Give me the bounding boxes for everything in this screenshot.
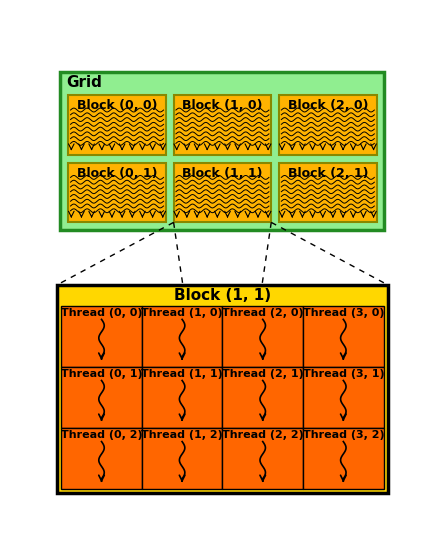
Text: Block (1, 0): Block (1, 0)	[182, 99, 263, 112]
Bar	[279, 163, 377, 222]
Text: Block (2, 1): Block (2, 1)	[288, 167, 368, 179]
Bar	[142, 367, 223, 428]
Bar	[142, 428, 223, 489]
Bar	[303, 306, 384, 367]
Bar	[61, 306, 142, 367]
Text: Thread (3, 2): Thread (3, 2)	[302, 430, 384, 440]
Text: Thread (0, 0): Thread (0, 0)	[61, 308, 142, 318]
Text: Grid: Grid	[67, 75, 102, 90]
Bar	[61, 367, 142, 428]
Text: Thread (2, 0): Thread (2, 0)	[222, 308, 303, 318]
Bar	[61, 428, 142, 489]
Text: Thread (0, 2): Thread (0, 2)	[61, 430, 142, 440]
Bar	[68, 163, 166, 222]
Text: Thread (1, 1): Thread (1, 1)	[141, 369, 223, 379]
Text: Block (0, 0): Block (0, 0)	[77, 99, 157, 112]
Bar	[174, 163, 271, 222]
Text: Block (1, 1): Block (1, 1)	[174, 288, 271, 303]
Bar	[279, 95, 377, 155]
Text: Thread (0, 1): Thread (0, 1)	[61, 369, 142, 379]
Bar	[303, 367, 384, 428]
Text: Block (2, 0): Block (2, 0)	[288, 99, 368, 112]
Bar	[142, 306, 223, 367]
Text: Thread (1, 0): Thread (1, 0)	[141, 308, 223, 318]
Bar	[303, 428, 384, 489]
Text: Block (0, 1): Block (0, 1)	[77, 167, 157, 179]
Text: Block (1, 1): Block (1, 1)	[182, 167, 263, 179]
Text: Thread (2, 2): Thread (2, 2)	[222, 430, 304, 440]
Bar	[68, 95, 166, 155]
Bar	[60, 72, 385, 230]
Bar	[223, 367, 303, 428]
Bar	[57, 285, 388, 492]
Bar	[174, 95, 271, 155]
Text: Thread (3, 0): Thread (3, 0)	[302, 308, 384, 318]
Text: Thread (1, 2): Thread (1, 2)	[141, 430, 223, 440]
Text: Thread (2, 1): Thread (2, 1)	[222, 369, 304, 379]
Bar	[223, 428, 303, 489]
Text: Thread (3, 1): Thread (3, 1)	[302, 369, 384, 379]
Bar	[223, 306, 303, 367]
